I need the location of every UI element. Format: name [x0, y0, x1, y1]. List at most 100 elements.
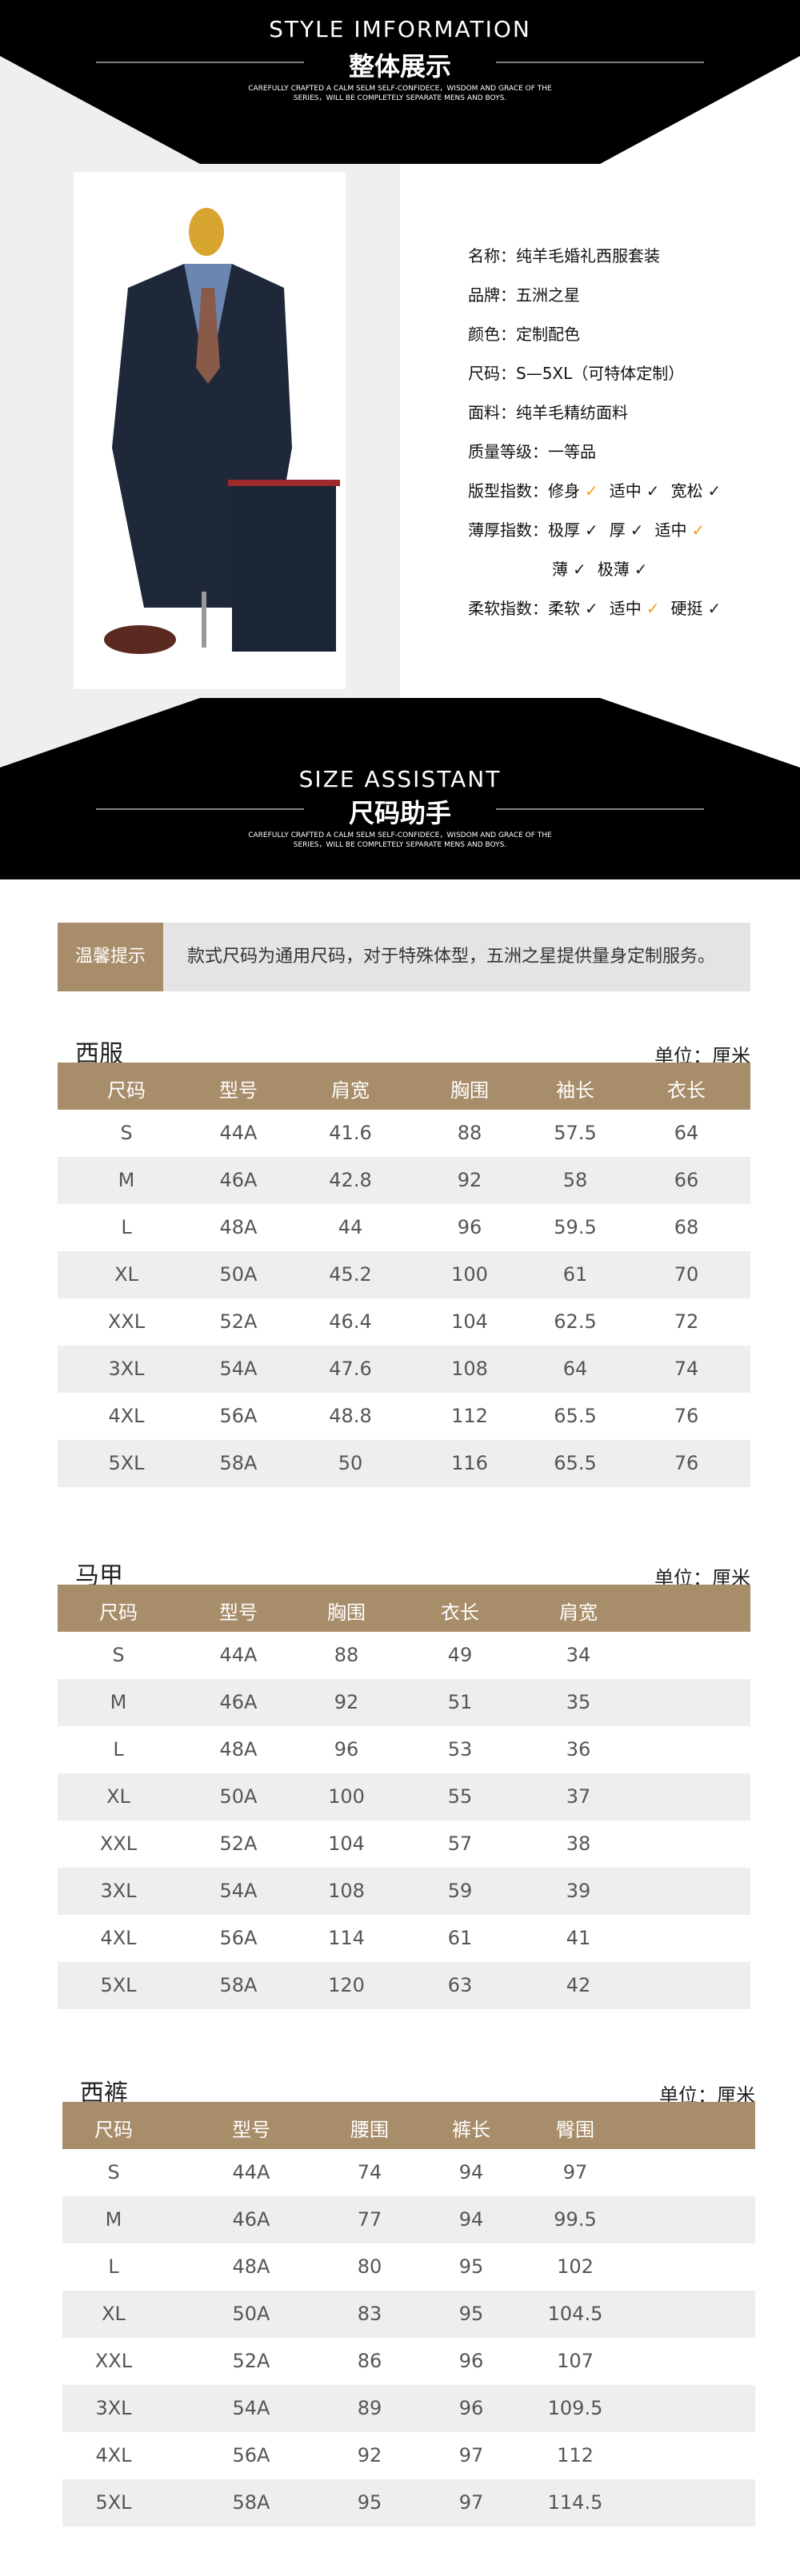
table-cell: 58A	[219, 1452, 258, 1474]
section-note: SERIES，WILL BE COMPLETELY SEPARATE MENS …	[293, 841, 507, 849]
table-row: 3XL 54A 47.6 108 64 74	[58, 1346, 750, 1393]
table-cell: 107	[557, 2350, 594, 2372]
header-cell: 胸围	[450, 1079, 489, 1102]
header-cell: 尺码	[107, 1079, 146, 1102]
table-cell: 95	[458, 2255, 484, 2278]
section-title: SIZE ASSISTANT	[298, 766, 502, 792]
table-row: L 48A 96 53 36	[58, 1726, 750, 1773]
check-icon: ✓	[691, 520, 706, 540]
table-row: XL 50A 45.2 100 61 70	[58, 1251, 750, 1298]
index-label: 薄厚指数：	[468, 520, 548, 540]
table-cell: S	[112, 1644, 125, 1666]
table-cell: 100	[451, 1263, 488, 1286]
table-cell: 102	[557, 2255, 594, 2278]
index-row: 版型指数：修身 ✓ 适中 ✓ 宽松 ✓	[468, 478, 732, 501]
spec-label: 尺码：	[468, 364, 516, 383]
table-cell: 68	[674, 1216, 699, 1238]
table-cell: 54A	[232, 2397, 270, 2419]
header-cell: 裤长	[452, 2119, 490, 2141]
table-row: 4XL 56A 48.8 112 65.5 76	[58, 1393, 750, 1440]
spec-row: 质量等级：一等品	[468, 439, 596, 462]
header-cell: 型号	[219, 1079, 258, 1102]
table-cell: 83	[357, 2303, 382, 2325]
product-photo	[74, 172, 346, 689]
table-row: S 44A 41.6 88 57.5 64	[58, 1110, 750, 1157]
table-cell: 49	[447, 1644, 473, 1666]
table-cell: 96	[458, 2397, 484, 2419]
table-cell: 76	[674, 1405, 699, 1427]
table-cell: 116	[451, 1452, 488, 1474]
table-cell: 56A	[219, 1405, 258, 1427]
table-cell: 56A	[232, 2444, 270, 2466]
table-row: XL 50A 83 95 104.5	[62, 2291, 755, 2338]
table-cell: 44	[338, 1216, 363, 1238]
table-cell: 54A	[219, 1880, 258, 1902]
header-cell: 衣长	[441, 1601, 479, 1624]
table-cell: XXL	[94, 2350, 133, 2372]
spec-label: 颜色：	[468, 325, 516, 344]
table-cell: 44A	[232, 2161, 270, 2183]
table-cell: 52A	[232, 2350, 270, 2372]
section-subtitle: 尺码助手	[348, 798, 451, 828]
table-cell: 34	[566, 1644, 591, 1666]
table-cell: S	[120, 1122, 133, 1144]
table-cell: 47.6	[329, 1358, 372, 1380]
table-cell: 109.5	[547, 2397, 603, 2419]
table-cell: 41	[566, 1927, 591, 1949]
table-cell: 66	[674, 1169, 699, 1191]
spec-label: 面料：	[468, 403, 516, 422]
header-cell: 尺码	[99, 1601, 138, 1624]
table-cell: 4XL	[108, 1405, 145, 1427]
table-cell: XL	[106, 1785, 130, 1808]
table-cell: 46A	[232, 2208, 270, 2231]
table-cell: 96	[334, 1738, 359, 1761]
table-row: 5XL 58A 95 97 114.5	[62, 2479, 755, 2526]
tip-text: 款式尺码为通用尺码，对于特殊体型，五洲之星提供量身定制服务。	[187, 947, 716, 967]
table-cell: 52A	[219, 1832, 258, 1855]
header-cell: 衣长	[667, 1079, 706, 1102]
table-row: 3XL 54A 89 96 109.5	[62, 2385, 755, 2432]
check-icon: ✓	[585, 481, 598, 500]
table-cell: 51	[447, 1691, 473, 1713]
index-option: 硬挺	[670, 599, 703, 618]
table-cell: 58A	[219, 1974, 258, 1996]
table-cell: 48.8	[329, 1405, 372, 1427]
table-cell: 3XL	[100, 1880, 137, 1902]
table-cell: 114.5	[547, 2491, 603, 2514]
header-cell: 肩宽	[331, 1079, 370, 1102]
table-cell: 65.5	[554, 1452, 597, 1474]
spec-row: 品牌：五洲之星	[468, 282, 580, 305]
header-cell: 型号	[232, 2119, 270, 2141]
size-table: 西服 单位：厘米 尺码 型号 肩宽 胸围 袖长 衣长 S 44A 41.6 88 57.5 64 M 46A 4…	[58, 1034, 750, 1534]
index-option: 修身	[548, 481, 580, 500]
table-row: 4XL 56A 114 61 41	[58, 1915, 750, 1962]
check-icon: ✓	[630, 520, 644, 540]
table-cell: 112	[557, 2444, 594, 2466]
table-cell: 39	[566, 1880, 591, 1902]
table-cell: 120	[328, 1974, 365, 1996]
table-row: 4XL 56A 92 97 112	[62, 2432, 755, 2479]
check-icon: ✓	[707, 481, 722, 500]
table-cell: 97	[562, 2161, 588, 2183]
table-cell: 62.5	[554, 1310, 597, 1333]
table-cell: XL	[114, 1263, 138, 1286]
table-cell: 92	[334, 1691, 359, 1713]
table-cell: 72	[674, 1310, 699, 1333]
table-row: 5XL 58A 120 63 42	[58, 1962, 750, 2009]
index-row: 薄 ✓ 极薄 ✓	[468, 556, 659, 580]
table-cell: 114	[328, 1927, 365, 1949]
table-cell: 99.5	[554, 2208, 597, 2231]
table-cell: 92	[357, 2444, 382, 2466]
table-header: 尺码 型号 胸围 衣长 肩宽	[58, 1585, 750, 1632]
table-cell: 50	[338, 1452, 363, 1474]
table-cell: 64	[562, 1358, 588, 1380]
check-icon: ✓	[707, 599, 722, 618]
table-cell: 4XL	[100, 1927, 137, 1949]
table-cell: 100	[328, 1785, 365, 1808]
table-row: XL 50A 100 55 37	[58, 1773, 750, 1820]
section-title: STYLE IMFORMATION	[269, 16, 531, 42]
table-row: S 44A 74 94 97	[62, 2149, 755, 2196]
table-cell: L	[121, 1216, 132, 1238]
table-cell: 88	[457, 1122, 482, 1144]
